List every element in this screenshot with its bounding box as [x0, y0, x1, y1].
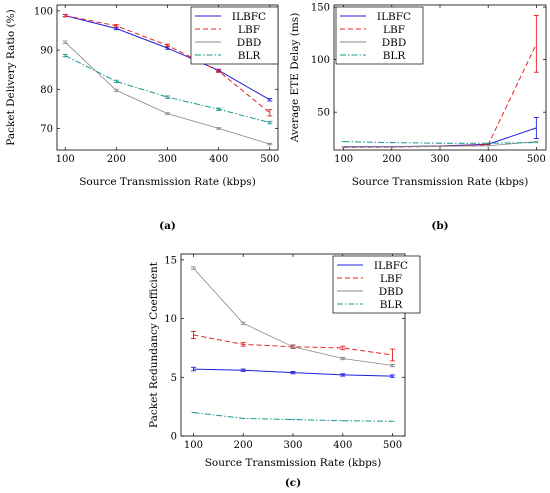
legend-label-BLR: BLR	[238, 50, 262, 62]
legend-label-ILBFC: ILBFC	[232, 11, 266, 23]
y-tick-label: 15	[164, 255, 177, 266]
x-tick-label: 400	[333, 440, 352, 451]
y-tick-label: 0	[171, 432, 177, 443]
chart-2: 100 200 300 400 500 50 100 150 Source Transmissi…	[289, 3, 547, 232]
x-tick-label: 200	[107, 154, 126, 165]
x-tick-label: 500	[527, 154, 546, 165]
legend-label-BLR: BLR	[383, 50, 407, 62]
y-axis-label: Packet Delivery Ratio (%)	[5, 9, 17, 145]
chart-1: 100 200 300 400 500 70 80 90 100 Source Transmiss…	[5, 4, 279, 232]
legend-label-DBD: DBD	[379, 286, 404, 298]
x-axis-label: Source Transmission Rate (kbps)	[352, 176, 529, 188]
x-tick-label: 500	[383, 440, 402, 451]
x-tick-label: 300	[283, 440, 302, 451]
y-axis-label: Average ETE Delay (ms)	[289, 13, 301, 144]
x-tick-label: 100	[334, 154, 353, 165]
series-line	[64, 55, 270, 124]
x-tick-label: 400	[479, 154, 498, 165]
chart-3: 100 200 300 400 500 0 5 10 15 Source Transmission…	[148, 253, 421, 489]
legend-label-BLR: BLR	[380, 299, 404, 311]
legend-label-LBF: LBF	[383, 24, 405, 36]
y-tick-label: 100	[34, 6, 53, 17]
legend-label-ILBFC: ILBFC	[377, 11, 411, 23]
x-tick-label: 300	[430, 154, 449, 165]
x-tick-label: 100	[184, 440, 203, 451]
legend-label-LBF: LBF	[380, 273, 402, 285]
x-tick-label: 400	[209, 154, 228, 165]
y-tick-label: 90	[40, 46, 53, 57]
y-tick-label: 70	[40, 124, 53, 135]
x-tick-label: 500	[260, 154, 279, 165]
series-BLR	[341, 141, 539, 144]
subfigure-label: (c)	[285, 477, 301, 489]
y-tick-label: 100	[311, 55, 330, 66]
series-BLR	[191, 412, 395, 422]
series-ILBFC	[190, 366, 396, 378]
legend-label-LBF: LBF	[238, 24, 260, 36]
legend-label-DBD: DBD	[237, 37, 262, 49]
y-tick-label: 10	[164, 314, 177, 325]
y-tick-label: 150	[311, 3, 330, 14]
legend-label-DBD: DBD	[382, 37, 407, 49]
x-axis-label: Source Transmission Rate (kbps)	[79, 176, 256, 188]
x-tick-label: 200	[382, 154, 401, 165]
series-DBD	[341, 141, 539, 148]
series-LBF	[62, 13, 273, 117]
y-tick-label: 80	[40, 85, 53, 96]
x-axis-label: Source Transmission Rate (kbps)	[205, 457, 382, 469]
subfigure-label: (a)	[159, 220, 176, 232]
series-BLR	[62, 53, 273, 125]
subfigure-label: (b)	[431, 220, 448, 232]
y-axis-label: Packet Redundancy Coefficient	[148, 261, 160, 428]
x-tick-label: 100	[56, 154, 75, 165]
x-tick-label: 300	[158, 154, 177, 165]
x-tick-label: 200	[234, 440, 253, 451]
y-tick-label: 50	[317, 108, 330, 119]
series-line	[193, 412, 393, 422]
series-DBD	[62, 40, 273, 146]
legend-label-ILBFC: ILBFC	[374, 260, 408, 272]
series-DBD	[190, 266, 396, 368]
y-tick-label: 5	[171, 373, 177, 384]
